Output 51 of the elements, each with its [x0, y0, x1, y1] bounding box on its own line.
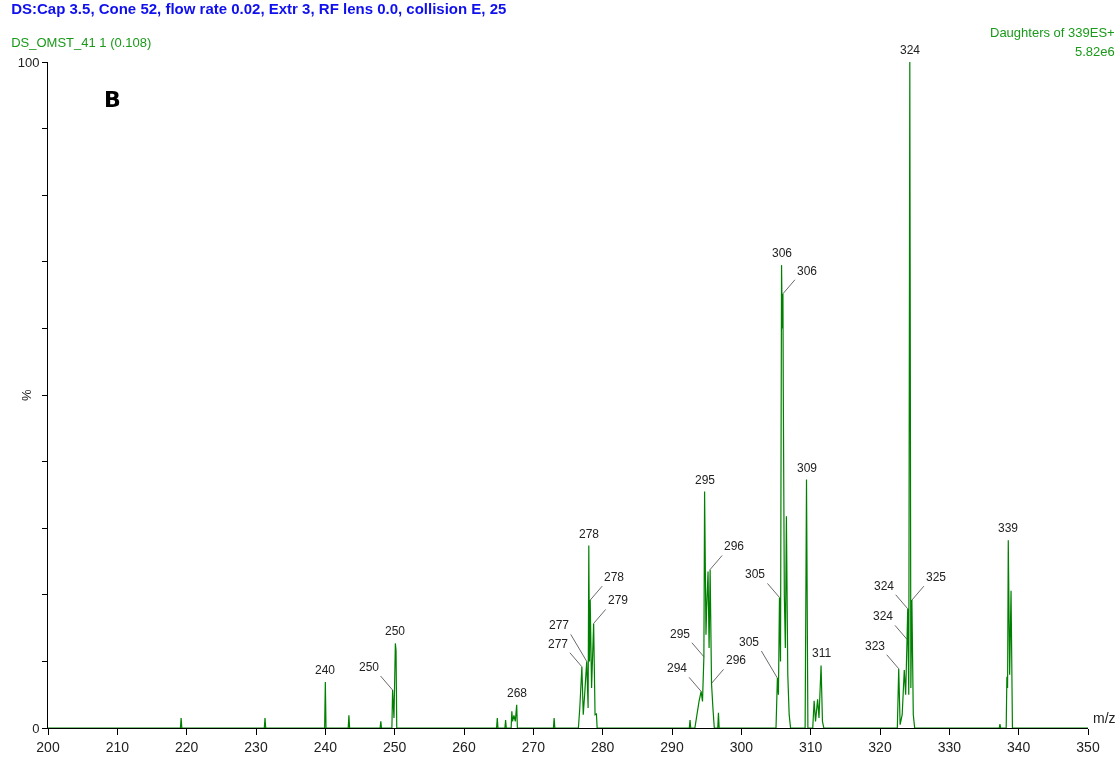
annotation: 277 — [549, 618, 570, 632]
annotation: 277 — [548, 637, 569, 651]
x-tick-label: 210 — [105, 738, 130, 755]
annotation: 296 — [726, 653, 747, 667]
annotation: 306 — [797, 264, 818, 278]
x-tick-label: 340 — [1006, 738, 1031, 755]
x-tick-label: 270 — [521, 738, 546, 755]
x-tick-label: 220 — [174, 738, 199, 755]
x-tick-label: 280 — [590, 738, 615, 755]
chart-subtitle: DS_OMST_41 1 (0.108) — [11, 35, 152, 51]
chart-title: DS:Cap 3.5, Cone 52, flow rate 0.02, Extr 3, RF lens 0.0, collision E, 25 — [11, 0, 507, 18]
x-tick-label: 350 — [1076, 738, 1100, 755]
text: 5.82e6 — [1075, 44, 1115, 59]
annotation: 339 — [998, 521, 1019, 535]
annotation: 268 — [507, 686, 528, 700]
annotation: 295 — [670, 627, 691, 641]
y-axis-title: % — [19, 389, 35, 402]
x-tick-label: 320 — [868, 738, 892, 755]
x-axis-title: m/z — [1093, 710, 1116, 726]
annotation: 323 — [865, 639, 886, 653]
text: Daughters of 339ES+ — [990, 25, 1115, 40]
x-tick-label: 250 — [382, 738, 407, 755]
annotation: 305 — [745, 567, 766, 581]
annotation: 279 — [608, 593, 629, 607]
x-tick-label: 240 — [313, 738, 338, 755]
x-tick-label: 230 — [244, 738, 268, 755]
annotation: 309 — [797, 461, 818, 475]
annotation: 305 — [739, 635, 760, 649]
y-tick-label: 100 — [17, 54, 40, 70]
annotation: 324 — [900, 43, 921, 57]
annotation: 325 — [926, 570, 947, 584]
annotation: 296 — [724, 539, 745, 553]
annotation: 240 — [315, 663, 336, 677]
x-tick-label: 290 — [660, 738, 684, 755]
x-tick-label: 300 — [729, 738, 754, 755]
annotation: 278 — [604, 570, 625, 584]
annotation: 311 — [812, 646, 832, 660]
x-tick-label: 200 — [36, 738, 60, 755]
annotation: 250 — [359, 660, 380, 674]
annotation: 324 — [873, 609, 894, 623]
x-tick-label: 330 — [937, 738, 962, 755]
annotation: 306 — [772, 246, 793, 260]
x-tick-label: 310 — [798, 738, 823, 755]
annotation: 294 — [667, 661, 688, 675]
x-tick-label: 260 — [452, 738, 476, 755]
annotation: B — [104, 87, 121, 112]
y-tick-label: 0 — [32, 720, 40, 736]
annotation: 295 — [695, 473, 716, 487]
annotation: 278 — [579, 527, 600, 541]
annotation: 250 — [385, 624, 406, 638]
annotation: 324 — [874, 579, 895, 593]
